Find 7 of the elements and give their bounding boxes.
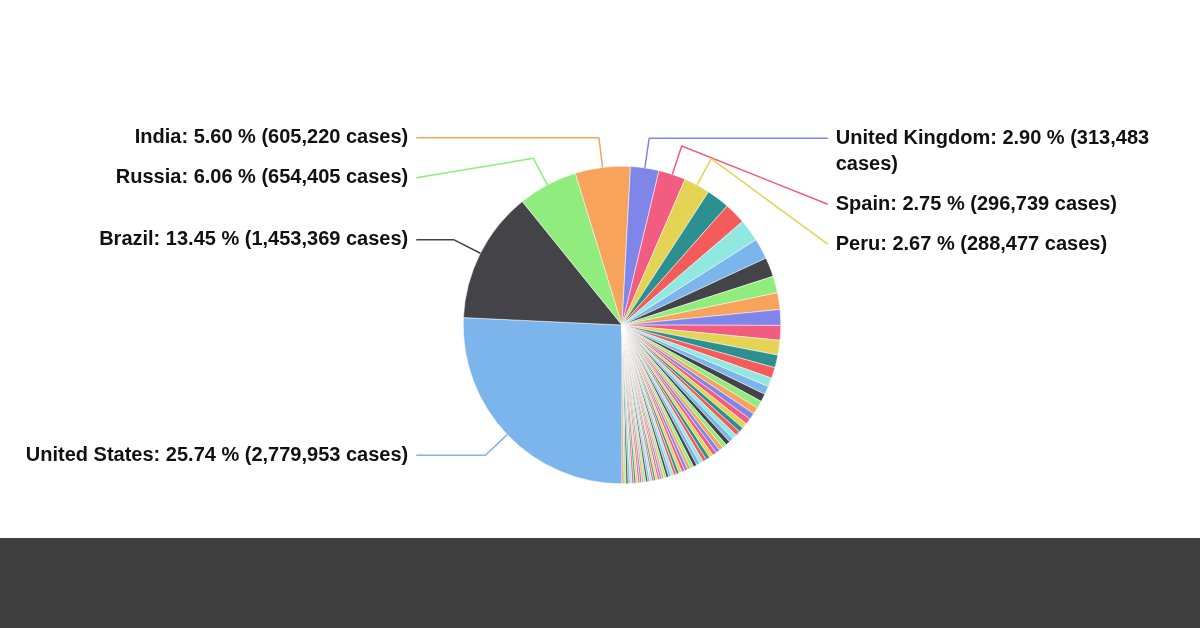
slice-label: United States: 25.74 % (2,779,953 cases): [25, 442, 409, 465]
slice-label: United Kingdom: 2.90 % (313,483 cases): [835, 125, 1150, 174]
slice-label: Brazil: 13.45 % (1,453,369 cases): [99, 227, 409, 250]
slice-label: India: 5.60 % (605,220 cases): [134, 125, 409, 148]
slice-label: Russia: 6.06 % (654,405 cases): [115, 165, 409, 188]
slice-label: Peru: 2.67 % (288,477 cases): [835, 231, 1108, 254]
slice-label: Spain: 2.75 % (296,739 cases): [835, 191, 1118, 214]
